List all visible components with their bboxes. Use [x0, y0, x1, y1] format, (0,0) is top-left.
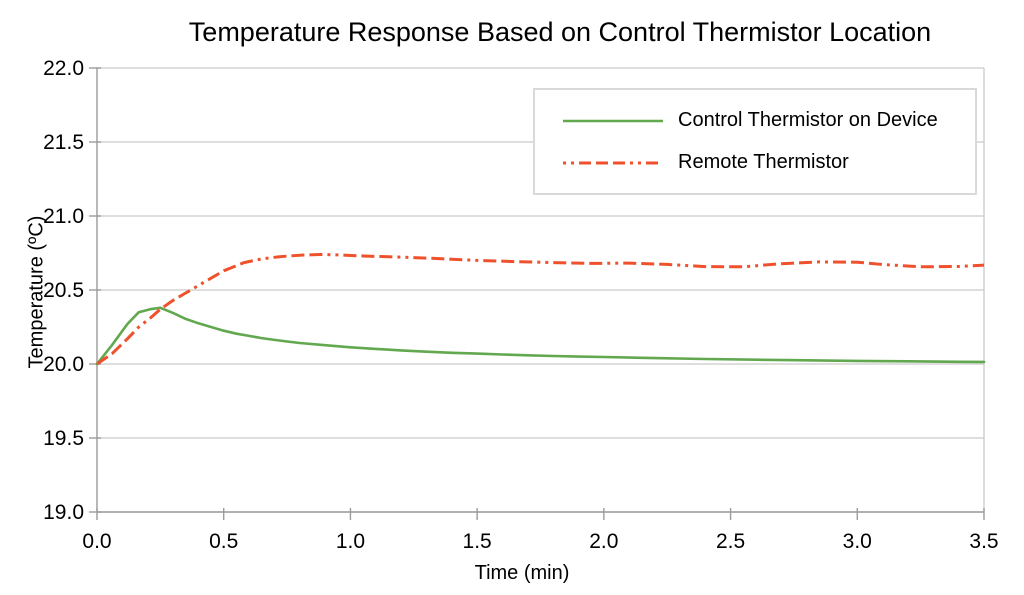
series-line-control-thermistor	[95, 306, 986, 366]
x-axis-title: Time (min)	[474, 562, 570, 584]
y-tick-label-19.5: 19.5	[43, 427, 84, 450]
x-tick-label-2.0: 2.0	[589, 530, 618, 553]
x-tick-label-3.0: 3.0	[843, 530, 872, 553]
y-tick-label-21.5: 21.5	[43, 131, 84, 154]
legend: Control Thermistor on Device Remote Ther…	[533, 88, 977, 195]
x-tick-label-3.5: 3.5	[969, 530, 998, 553]
x-tick-label-1.0: 1.0	[336, 530, 365, 553]
legend-item-remote-thermistor: Remote Thermistor	[535, 151, 975, 174]
x-tick-label-1.5: 1.5	[463, 530, 492, 553]
y-tick-label-21.0: 21.0	[43, 205, 84, 228]
chart-title: Temperature Response Based on Control Th…	[188, 17, 932, 47]
legend-item-control-thermistor: Control Thermistor on Device	[535, 109, 975, 132]
y-tick-label-20.0: 20.0	[43, 353, 84, 376]
y-tick-label-19.0: 19.0	[43, 501, 84, 524]
y-tick-label-22.0: 22.0	[43, 57, 84, 80]
x-tick-label-0.0: 0.0	[82, 530, 111, 553]
axis-ticks-and-labels: 19.0 19.5 20.0 20.5 21.0 21.5 22.0 0.0 0.5 1.0 1.5…	[43, 57, 998, 553]
series-line-remote-thermistor	[96, 253, 985, 366]
x-tick-label-0.5: 0.5	[209, 530, 238, 553]
solid-line-sample-icon	[563, 119, 663, 122]
legend-label-remote-thermistor: Remote Thermistor	[678, 151, 849, 173]
x-tick-label-2.5: 2.5	[716, 530, 745, 553]
legend-label-control-thermistor: Control Thermistor on Device	[678, 109, 938, 131]
y-tick-label-20.5: 20.5	[43, 279, 84, 302]
dashed-line-sample-icon	[563, 161, 663, 164]
y-axis-title: Temperature (ºC)	[25, 215, 48, 369]
